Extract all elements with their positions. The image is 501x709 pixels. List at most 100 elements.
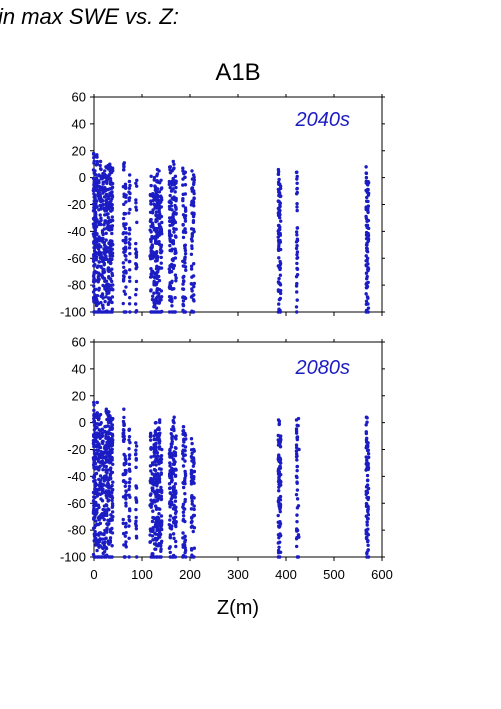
scatter-point	[366, 296, 370, 300]
scatter-point	[110, 531, 115, 535]
scatter-point	[98, 537, 102, 542]
scatter-point	[93, 537, 98, 541]
scatter-point	[294, 305, 299, 309]
scatter-point	[155, 257, 159, 261]
scatter-point	[134, 486, 139, 490]
scatter-point	[111, 283, 115, 287]
scatter-point	[278, 437, 283, 441]
scatter-point	[184, 555, 188, 559]
scatter-point	[93, 530, 97, 534]
scatter-point	[157, 291, 161, 296]
scatter-point	[134, 441, 138, 445]
scatter-point	[149, 183, 153, 188]
scatter-point	[366, 306, 371, 310]
scatter-point	[110, 498, 114, 503]
scatter-point	[149, 267, 153, 271]
scatter-point	[122, 415, 126, 420]
scatter-point	[100, 489, 105, 493]
scatter-point	[148, 540, 152, 544]
scatter-point	[189, 237, 194, 241]
scatter-point	[123, 484, 127, 488]
scatter-point	[170, 439, 174, 444]
scatter-point	[111, 515, 115, 519]
y-tick-label: 0	[79, 415, 86, 430]
scatter-point	[171, 532, 176, 536]
scatter-point	[295, 174, 299, 179]
scatter-point	[153, 468, 158, 473]
scatter-point	[104, 279, 109, 283]
scatter-point	[183, 445, 188, 449]
scatter-point	[170, 208, 174, 212]
scatter-point	[103, 169, 107, 173]
scatter-point	[100, 198, 104, 202]
scatter-point	[182, 507, 187, 511]
scatter-point	[155, 483, 159, 487]
scatter-point	[127, 514, 131, 519]
scatter-point	[158, 532, 163, 537]
scatter-point	[91, 257, 96, 261]
scatter-point	[279, 194, 283, 198]
scatter-point	[278, 233, 283, 237]
scatter-point	[100, 231, 105, 235]
scatter-point	[149, 218, 153, 222]
scatter-point	[157, 203, 161, 207]
scatter-point	[92, 284, 96, 288]
scatter-point	[294, 246, 299, 251]
scatter-point	[151, 462, 155, 467]
scatter-point	[170, 524, 174, 528]
scatter-point	[148, 493, 153, 497]
scatter-point	[174, 181, 178, 185]
scatter-point	[121, 216, 126, 221]
scatter-point	[182, 244, 187, 248]
scatter-point	[110, 218, 115, 223]
scatter-point	[97, 468, 101, 472]
scatter-point	[366, 486, 371, 491]
scatter-point	[104, 231, 108, 236]
scatter-point	[189, 282, 194, 286]
scatter-point	[111, 480, 115, 484]
scatter-point	[101, 467, 105, 472]
scatter-point	[93, 461, 98, 466]
scatter-point	[121, 432, 126, 437]
scatter-point	[167, 165, 172, 169]
scatter-point	[150, 243, 154, 248]
scatter-point	[111, 242, 115, 247]
scatter-point	[95, 507, 99, 512]
scatter-point	[365, 462, 370, 467]
scatter-point	[190, 519, 194, 524]
scatter-point	[278, 502, 282, 506]
scatter-point	[181, 485, 186, 490]
scatter-point	[122, 423, 126, 427]
scatter-point	[366, 505, 370, 509]
scatter-point	[108, 162, 112, 166]
scatter-point	[124, 497, 128, 501]
scatter-point	[159, 266, 164, 270]
scatter-point	[110, 231, 114, 236]
scatter-point	[158, 420, 162, 425]
scatter-point	[157, 476, 162, 481]
scatter-point	[183, 227, 187, 231]
scatter-point	[278, 247, 283, 252]
y-tick-label: -100	[60, 305, 86, 320]
scatter-point	[92, 400, 96, 405]
scatter-point	[159, 488, 164, 493]
scatter-point	[134, 279, 139, 284]
scatter-point	[134, 448, 138, 452]
y-tick-label: -60	[67, 251, 86, 266]
scatter-point	[127, 480, 132, 485]
scatter-point	[278, 456, 282, 460]
scatter-point	[172, 421, 176, 425]
scatter-point	[109, 466, 113, 470]
scatter-point	[92, 403, 96, 407]
scatter-point	[128, 310, 132, 314]
scatter-point	[191, 495, 195, 500]
scatter-point	[159, 514, 164, 518]
scatter-point	[189, 295, 194, 299]
scatter-point	[110, 544, 114, 548]
scatter-point	[183, 476, 187, 481]
scatter-point	[159, 544, 163, 548]
scatter-point	[150, 486, 154, 490]
scatter-point	[98, 464, 102, 468]
scatter-point	[110, 310, 114, 314]
scatter-point	[159, 555, 163, 559]
